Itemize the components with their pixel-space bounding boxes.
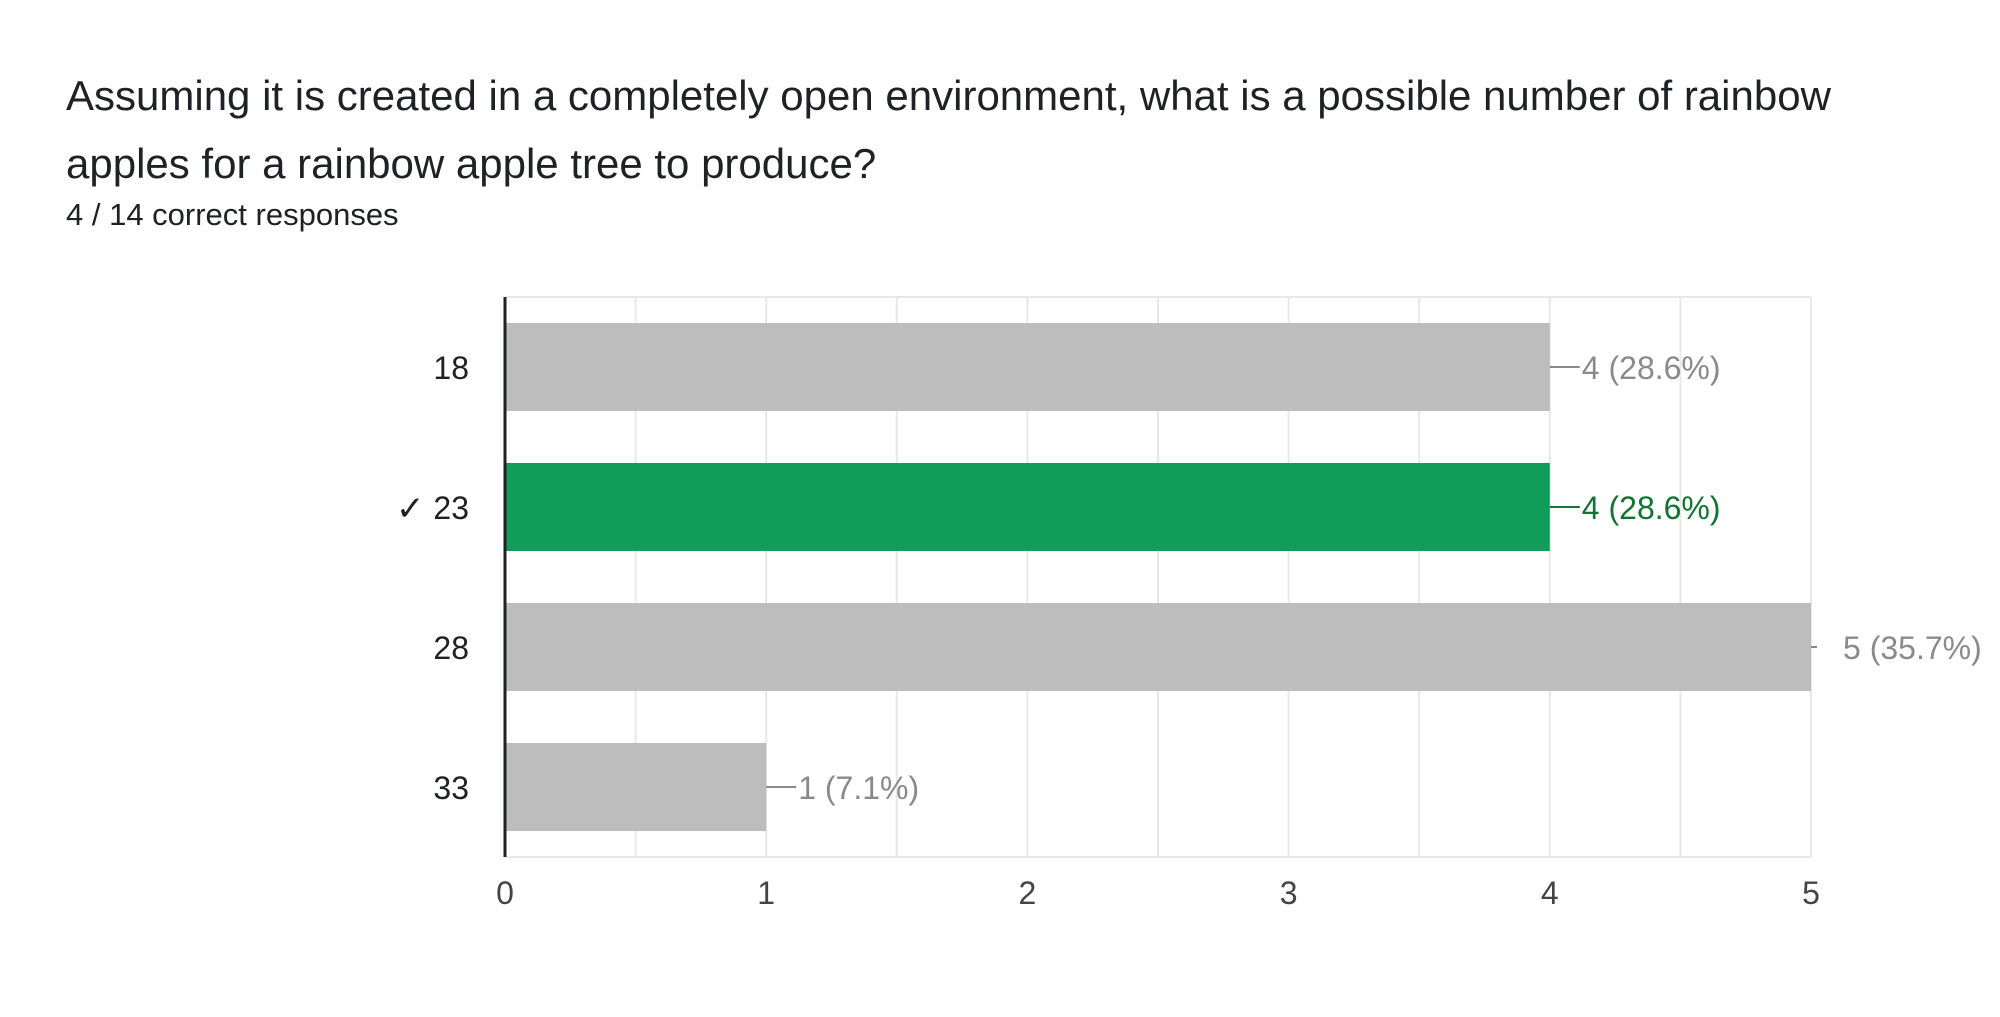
value-label: 4 (28.6%)	[1582, 350, 1721, 386]
category-label: 23	[433, 490, 469, 526]
category-label: 18	[433, 350, 469, 386]
x-tick-label: 2	[1019, 875, 1037, 911]
category-label: 33	[433, 770, 469, 806]
check-icon: ✓	[396, 489, 425, 529]
x-tick-label: 5	[1802, 875, 1820, 911]
x-tick-label: 0	[496, 875, 514, 911]
bar-33	[505, 743, 767, 831]
correct-responses-summary: 4 / 14 correct responses	[66, 197, 399, 232]
value-label: 5 (35.7%)	[1843, 630, 1982, 666]
x-tick-label: 4	[1541, 875, 1559, 911]
value-label: 4 (28.6%)	[1582, 490, 1721, 526]
question-title: Assuming it is created in a completely o…	[66, 72, 1831, 187]
category-label: 28	[433, 630, 469, 666]
bar-18	[505, 323, 1550, 411]
x-tick-label: 1	[757, 875, 775, 911]
bar-23	[505, 463, 1550, 551]
bar-28	[505, 603, 1811, 691]
value-label: 1 (7.1%)	[798, 770, 919, 806]
x-tick-label: 3	[1280, 875, 1298, 911]
